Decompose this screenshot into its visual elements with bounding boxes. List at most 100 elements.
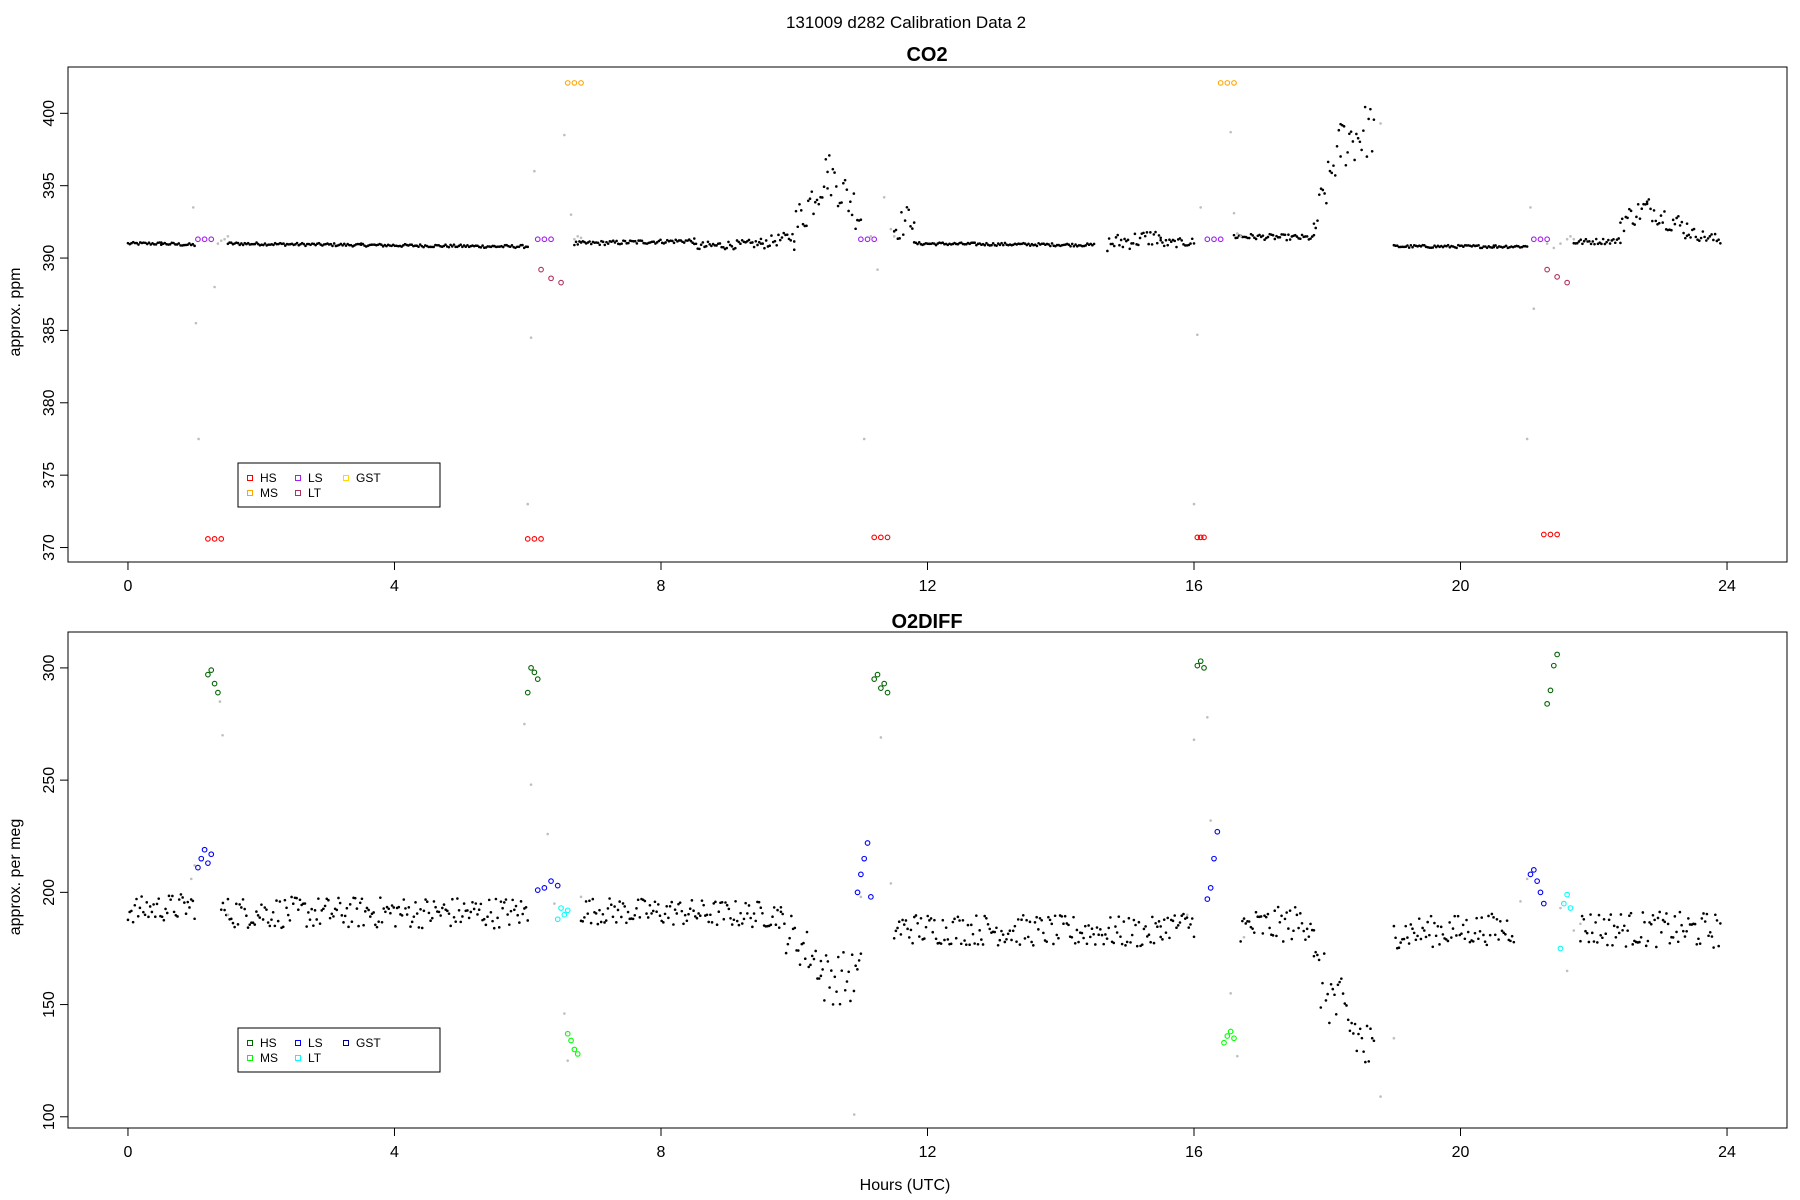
o2diff-ambient-point: [1047, 915, 1050, 919]
o2diff-ambient-point: [951, 920, 955, 924]
co2-ambient-point: [137, 243, 140, 246]
o2diff-ambient-point: [1052, 942, 1055, 946]
co2-ambient-point: [573, 243, 576, 247]
o2diff-ambient-point: [1042, 931, 1045, 935]
o2diff-ambient-point: [1239, 940, 1242, 943]
o2diff-x-tick-label: 8: [657, 1144, 666, 1161]
co2-ambient-point: [1154, 230, 1157, 234]
co2-ambient-point: [1462, 245, 1465, 249]
o2diff-ambient-point: [1448, 921, 1451, 924]
o2diff-ambient-point: [434, 905, 437, 909]
o2diff-ambient-point: [223, 908, 226, 912]
co2-ambient-point: [1358, 140, 1362, 144]
o2diff-ambient-point: [1423, 929, 1426, 932]
co2-calibration-point-lt: [558, 279, 564, 286]
o2diff-ambient-point: [1180, 914, 1184, 917]
co2-ambient-point: [1633, 223, 1636, 226]
co2-ambient-point: [1092, 242, 1096, 246]
co2-ambient-point: [1319, 187, 1323, 190]
co2-ambient-point: [1118, 243, 1121, 247]
o2diff-ambient-point: [847, 970, 851, 974]
co2-ambient-point: [701, 241, 705, 244]
co2-y-tick-label: 385: [41, 317, 58, 344]
co2-ambient-point: [1492, 245, 1496, 249]
o2diff-ambient-point: [1346, 1018, 1350, 1022]
o2diff-calibration-point-ms: [568, 1037, 574, 1044]
o2diff-ambient-point: [657, 903, 660, 906]
o2diff-transition-point: [1519, 900, 1522, 903]
o2diff-ambient-point: [850, 953, 854, 957]
o2diff-ambient-point: [709, 913, 712, 917]
o2diff-ambient-point: [812, 957, 816, 961]
co2-ambient-point: [1645, 200, 1649, 204]
o2diff-transition-point: [218, 700, 222, 703]
co2-ambient-point: [510, 244, 514, 247]
o2diff-ambient-point: [1367, 1060, 1371, 1063]
co2-ambient-point: [757, 240, 761, 244]
o2diff-legend-label-lt: LT: [308, 1051, 322, 1065]
o2diff-ambient-point: [1715, 919, 1719, 922]
o2diff-ambient-point: [157, 897, 161, 900]
co2-ambient-point: [1363, 105, 1367, 109]
o2diff-calibration-point-lt: [554, 916, 561, 923]
o2diff-ambient-point: [471, 901, 474, 904]
co2-ambient-point: [1149, 231, 1152, 234]
o2diff-ambient-point: [360, 897, 364, 901]
o2diff-ambient-point: [1276, 905, 1280, 909]
o2diff-ambient-point: [479, 902, 483, 906]
o2diff-ambient-point: [1439, 925, 1443, 929]
co2-ambient-point: [777, 233, 780, 237]
o2diff-ambient-point: [153, 915, 157, 918]
o2diff-ambient-point: [1090, 927, 1094, 931]
co2-ambient-point: [1159, 238, 1162, 242]
co2-ambient-point: [1112, 244, 1116, 248]
o2diff-ambient-point: [1394, 936, 1397, 940]
o2diff-calibration-point-ms: [1221, 1039, 1227, 1046]
o2diff-ambient-point: [688, 907, 692, 911]
co2-ambient-point: [917, 240, 921, 244]
o2diff-ambient-point: [949, 942, 953, 946]
co2-ambient-point: [1635, 215, 1638, 219]
co2-ambient-point: [1169, 240, 1173, 243]
co2-ambient-point: [241, 243, 245, 247]
o2diff-y-tick-label: 150: [41, 991, 58, 1018]
o2diff-ambient-point: [1161, 938, 1164, 941]
co2-ambient-point: [466, 243, 469, 247]
o2diff-ambient-point: [281, 925, 285, 929]
o2diff-ambient-point: [496, 916, 499, 920]
co2-ambient-point: [831, 167, 835, 171]
o2diff-ambient-point: [1187, 926, 1191, 929]
o2diff-ambient-point: [1063, 914, 1067, 918]
co2-ambient-point: [1712, 238, 1715, 242]
co2-ambient-point: [1119, 238, 1123, 242]
co2-ambient-point: [1603, 242, 1607, 246]
o2diff-ambient-point: [783, 922, 786, 926]
o2diff-ambient-point: [1159, 935, 1162, 939]
o2diff-ambient-point: [484, 923, 488, 927]
co2-ambient-point: [826, 187, 829, 190]
o2diff-ambient-point: [1020, 918, 1023, 922]
o2diff-ambient-point: [631, 917, 635, 921]
o2diff-ambient-point: [499, 900, 503, 903]
co2-ambient-point: [633, 239, 637, 243]
o2diff-ambient-point: [1099, 928, 1102, 931]
co2-ambient-point: [903, 219, 907, 222]
o2diff-ambient-point: [1085, 942, 1089, 946]
o2diff-ambient-point: [1438, 943, 1441, 946]
co2-ambient-point: [177, 242, 181, 245]
o2diff-ambient-point: [1328, 1021, 1331, 1025]
o2diff-ambient-point: [176, 915, 179, 918]
co2-ambient-point: [730, 245, 734, 248]
co2-ambient-point: [1673, 222, 1677, 226]
o2diff-ambient-point: [1166, 916, 1170, 920]
co2-legend-swatch-lt: [295, 490, 301, 496]
co2-ambient-point: [1582, 239, 1586, 243]
o2diff-ambient-point: [969, 923, 973, 927]
co2-ambient-point: [1346, 151, 1349, 154]
co2-transition-point: [1239, 235, 1242, 238]
o2diff-calibration-point-lt: [558, 905, 564, 911]
o2diff-ambient-point: [859, 952, 863, 955]
co2-ambient-point: [253, 242, 257, 246]
